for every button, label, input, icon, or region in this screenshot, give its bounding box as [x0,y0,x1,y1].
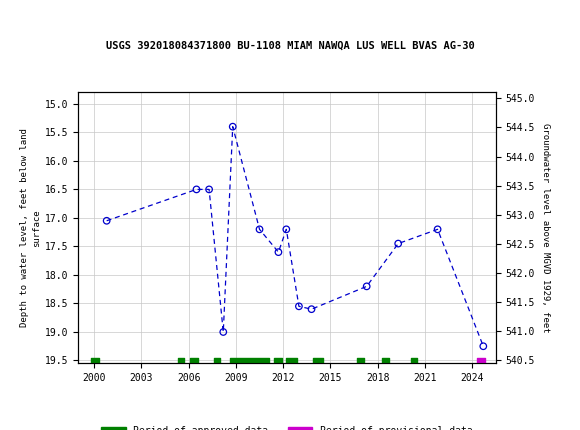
Point [282,226,291,233]
Point [478,343,488,350]
Text: USGS 392018084371800 BU-1108 MIAM NAWQA LUS WELL BVAS AG-30: USGS 392018084371800 BU-1108 MIAM NAWQA … [106,41,474,51]
Legend: Period of approved data, Period of provisional data: Period of approved data, Period of provi… [97,422,477,430]
Y-axis label: Depth to water level, feet below land
surface: Depth to water level, feet below land su… [20,129,41,327]
Text: ≈USGS: ≈USGS [9,9,79,28]
Y-axis label: Groundwater level above MGVD 1929, feet: Groundwater level above MGVD 1929, feet [541,123,550,333]
Point [294,303,303,310]
Point [362,283,371,290]
Point [192,186,201,193]
Point [205,186,214,193]
Point [219,329,228,335]
Point [307,306,316,313]
Point [228,123,237,130]
Point [274,249,283,255]
Point [394,240,403,247]
Point [102,217,111,224]
Point [255,226,264,233]
Point [433,226,442,233]
